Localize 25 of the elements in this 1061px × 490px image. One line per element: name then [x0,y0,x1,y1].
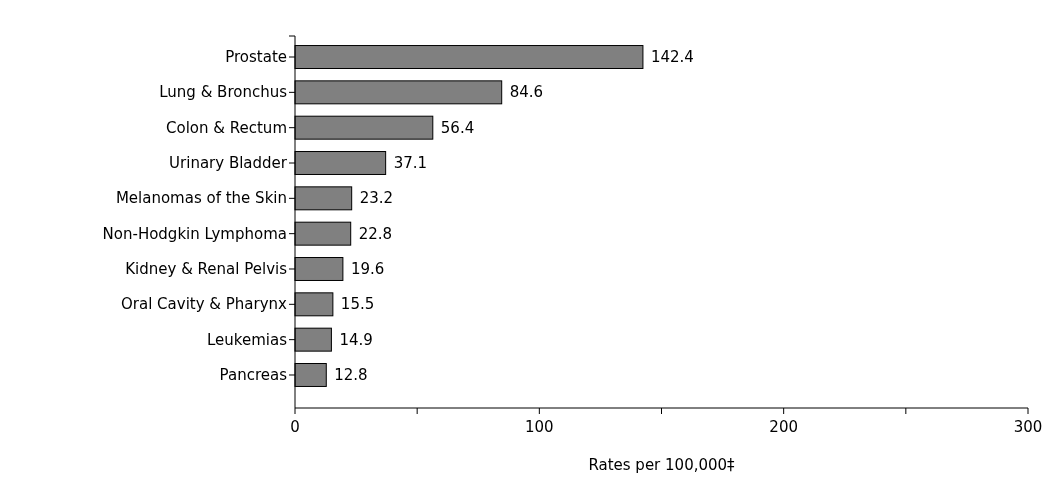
data-label: 22.8 [358,224,393,243]
x-tick-label: 0 [290,418,300,436]
y-tick-label: Lung & Bronchus [159,83,288,102]
y-tick-label: Melanomas of the Skin [115,189,287,208]
x-tick-label: 300 [1013,418,1043,436]
data-label: 37.1 [393,154,428,173]
y-tick-label: Urinary Bladder [169,154,288,173]
x-axis-title: Rates per 100,000‡ [588,456,736,474]
y-tick-label: Oral Cavity & Pharynx [121,295,288,314]
data-label: 12.8 [334,365,368,384]
data-label: 56.4 [440,118,475,137]
data-label: 14.9 [339,330,373,349]
y-tick-label: Colon & Rectum [166,118,287,137]
x-tick-label: 100 [525,418,554,436]
data-label: 23.2 [359,189,394,208]
data-label: 84.6 [509,83,544,102]
y-tick-label: Pancreas [219,365,288,384]
y-tick-label: Kidney & Renal Pelvis [125,259,288,278]
data-label: 15.5 [340,295,375,314]
y-tick-label: Leukemias [207,330,288,349]
data-label: 142.4 [650,48,694,67]
y-tick-label: Prostate [225,48,287,67]
y-tick-label: Non-Hodgkin Lymphoma [102,224,287,243]
data-label: 19.6 [350,259,385,278]
x-tick-label: 200 [769,418,798,436]
